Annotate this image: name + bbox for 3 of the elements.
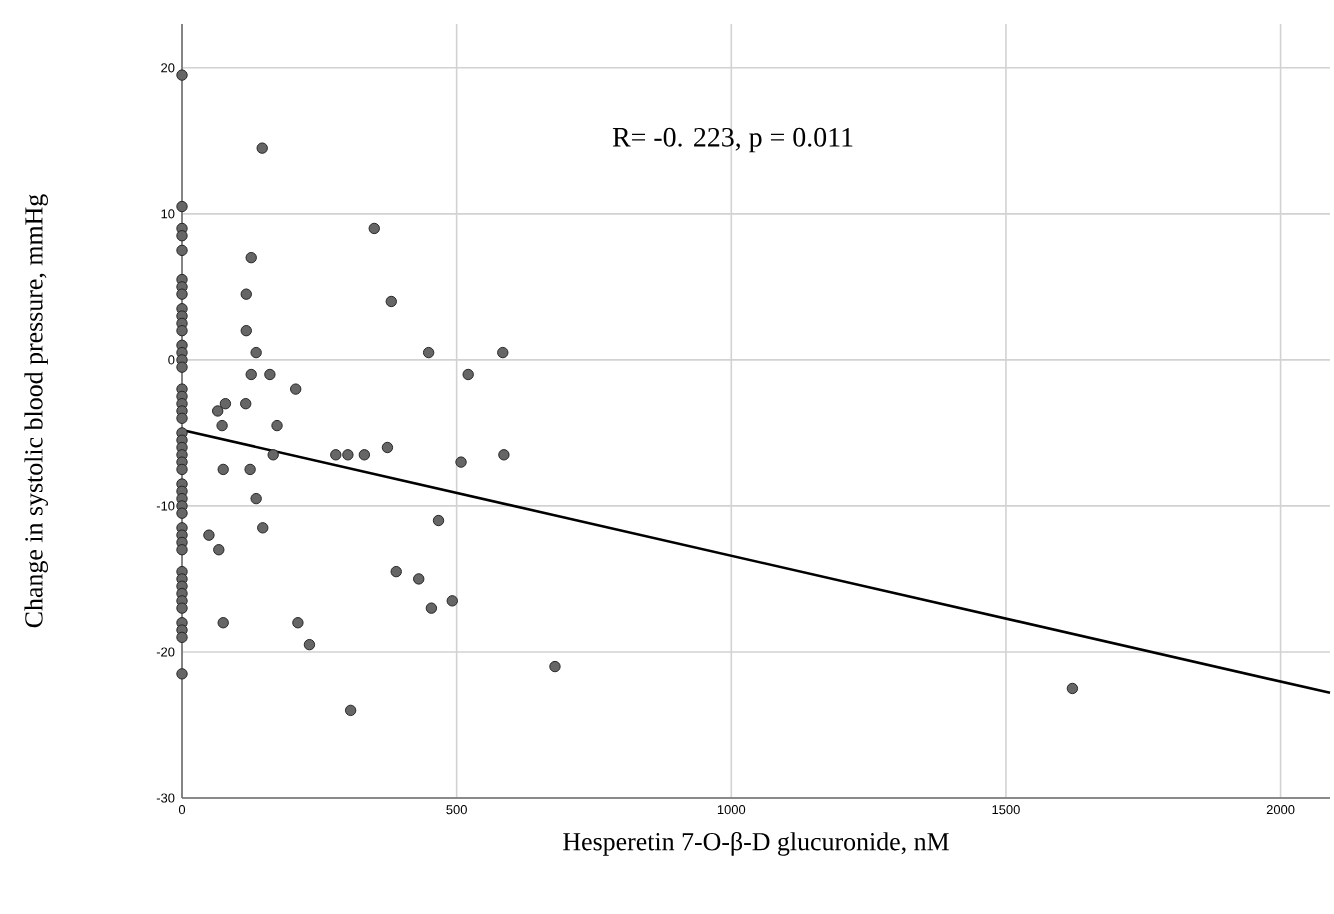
y-axis-title: Change in systolic blood pressure, mmHg [24,194,48,628]
annotation: R= -0. 223, p = 0.011 [612,127,853,153]
x-axis-title: Hesperetin 7-O-β-D glucuronide, nM [563,831,949,856]
